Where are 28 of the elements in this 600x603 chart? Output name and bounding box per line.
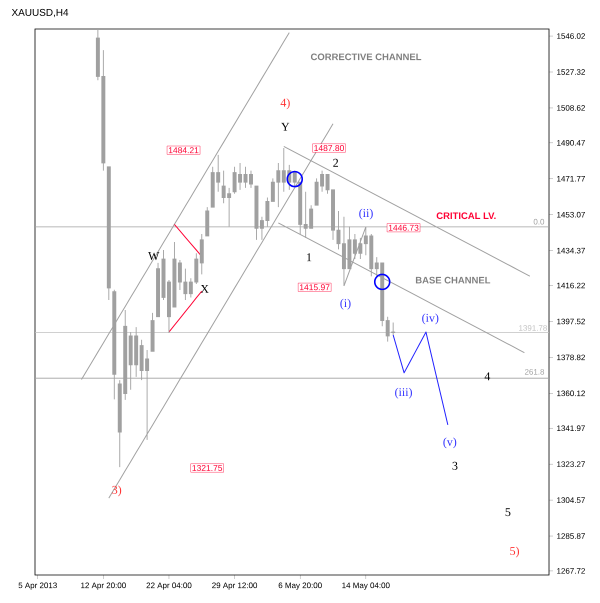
annotation: 1321.75 xyxy=(192,464,222,471)
annotation: (v) xyxy=(443,437,456,448)
annotation: (ii) xyxy=(359,208,373,220)
annotation: 4) xyxy=(280,98,290,110)
annotation: 5) xyxy=(510,546,520,558)
annotation: BASE CHANNEL xyxy=(416,276,490,284)
annotation: CRITICAL LV. xyxy=(436,212,496,220)
annotation: 5 xyxy=(506,508,510,516)
chart-title: XAUUSD,H4 xyxy=(12,8,68,18)
annotation: (iv) xyxy=(422,314,438,324)
annotation: (i) xyxy=(340,298,351,310)
annotation: Y xyxy=(281,122,290,131)
annotation: 4 xyxy=(484,372,490,380)
annotation: 1415.97 xyxy=(300,284,330,290)
annotation: 1446.73 xyxy=(388,224,418,231)
annotation: CORRECTIVE CHANNEL xyxy=(310,53,422,60)
line-series xyxy=(168,290,202,333)
annotation: 3 xyxy=(452,462,458,470)
candlestick xyxy=(150,312,155,352)
line-series xyxy=(174,224,202,258)
annotation: 1484.21 xyxy=(168,147,198,154)
annotation: 1 xyxy=(307,253,312,262)
annotation: 3) xyxy=(112,485,122,496)
annotation: X xyxy=(200,284,209,293)
annotation: W xyxy=(148,252,160,260)
annotation: 2 xyxy=(333,158,338,167)
annotation: 1487.80 xyxy=(314,145,344,152)
annotation: (iii) xyxy=(395,388,412,399)
